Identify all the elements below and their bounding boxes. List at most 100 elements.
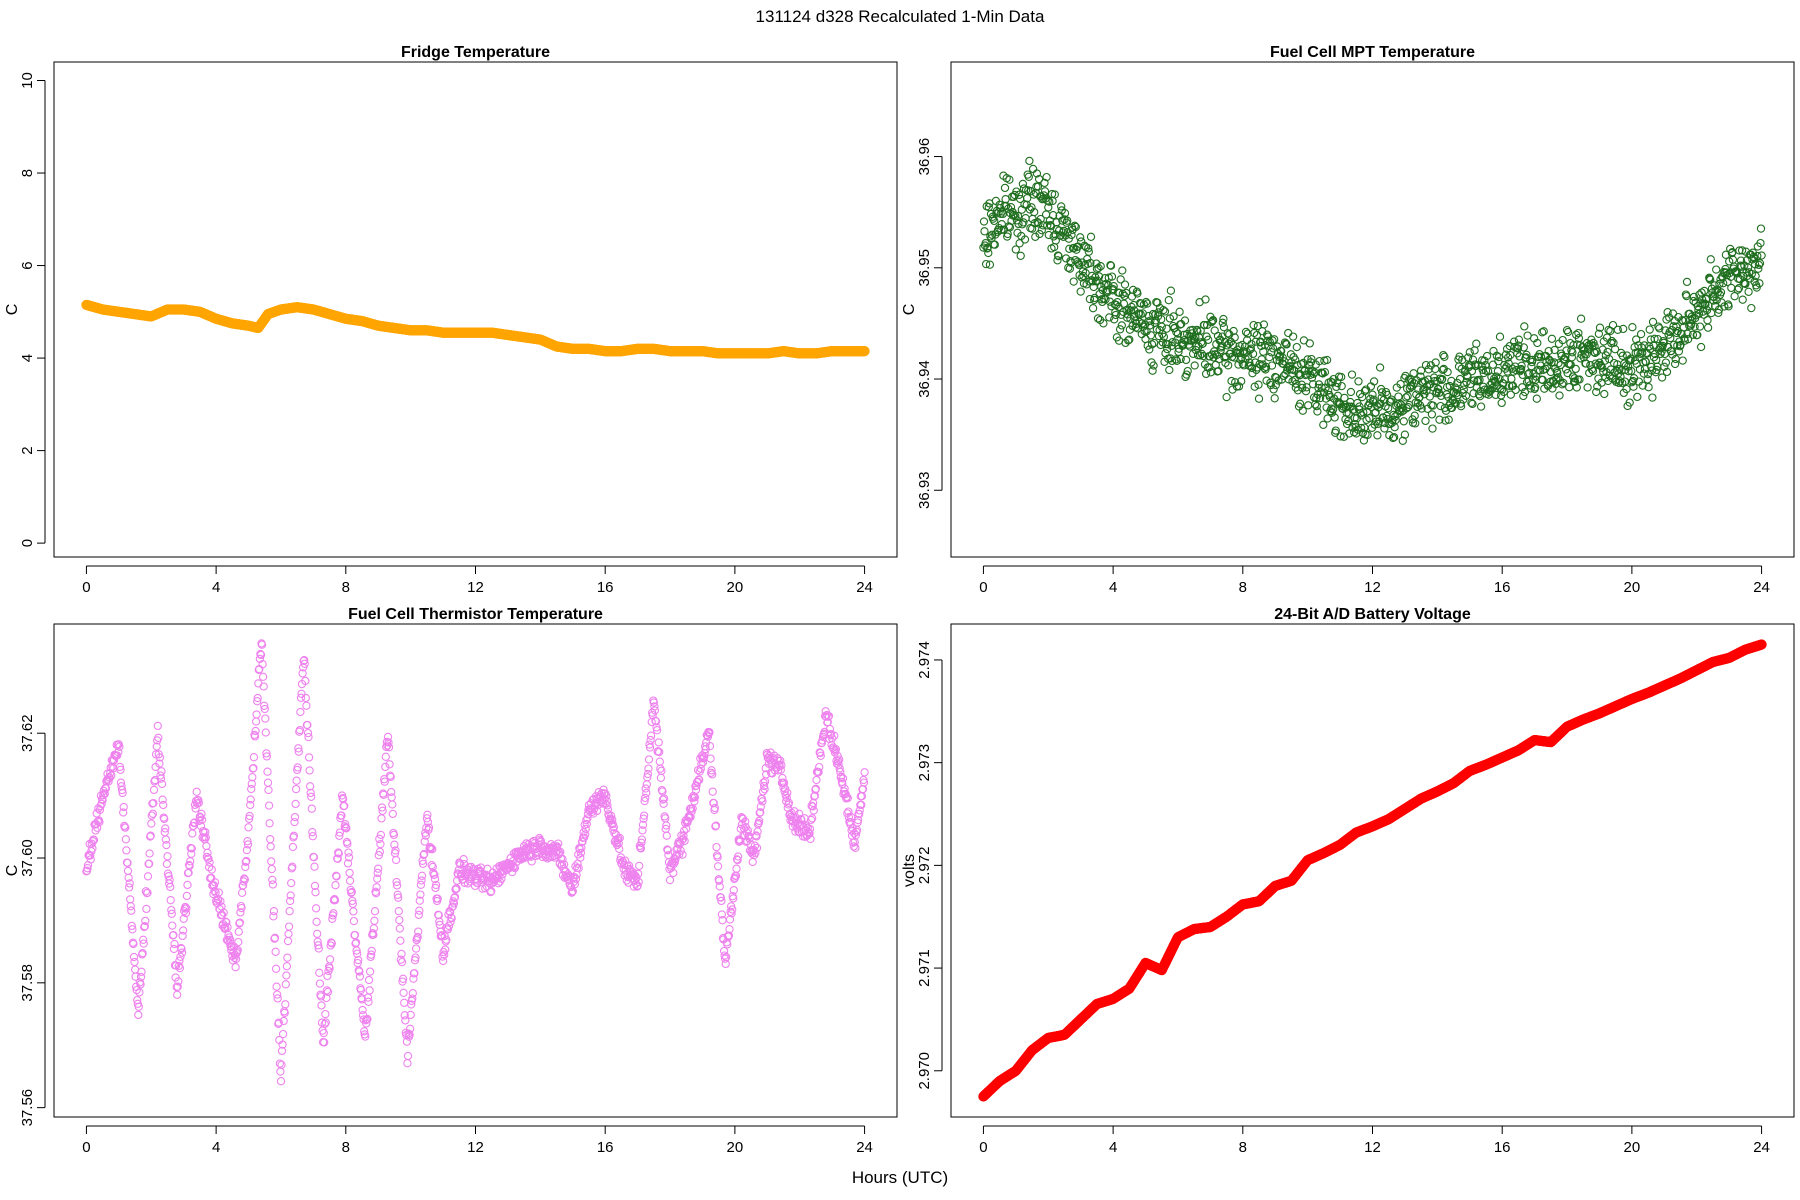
data-point (581, 830, 590, 839)
data-point (1306, 358, 1316, 367)
data-point (388, 809, 397, 819)
data-point (806, 815, 816, 825)
data-point (701, 744, 710, 754)
data-point (1587, 365, 1597, 374)
data-point (1657, 373, 1667, 382)
data-point (394, 907, 403, 916)
data-point (635, 861, 644, 871)
data-point (1741, 279, 1750, 289)
data-point (1427, 410, 1437, 419)
data-point (177, 944, 186, 953)
data-point (1751, 271, 1760, 281)
data-point (1149, 361, 1158, 370)
data-point (1619, 324, 1628, 334)
x-tick-label: 24 (856, 579, 873, 596)
data-point (711, 821, 721, 830)
data-point (1145, 345, 1154, 354)
data-point (155, 759, 164, 768)
data-point (614, 839, 623, 848)
data-point (267, 857, 276, 866)
data-point (362, 1019, 371, 1028)
data-point (1274, 352, 1284, 361)
data-point (1570, 377, 1580, 386)
data-point (1253, 321, 1263, 331)
data-point (1527, 362, 1536, 371)
data-point (855, 809, 864, 819)
data-point (1337, 381, 1346, 391)
data-point (1494, 357, 1503, 366)
data-point (1171, 355, 1180, 364)
data-point (252, 710, 261, 719)
data-point (320, 1019, 329, 1029)
data-point (312, 917, 321, 926)
data-point (1295, 399, 1305, 408)
data-point (1372, 417, 1381, 426)
data-point (574, 864, 583, 873)
data-point (1498, 385, 1507, 394)
data-point (1160, 307, 1170, 316)
data-point (1346, 387, 1356, 397)
data-point (353, 949, 362, 958)
data-point (1409, 369, 1418, 378)
data-point (1147, 340, 1157, 349)
data-point (1628, 323, 1637, 332)
data-point (1706, 255, 1715, 264)
data-point (1413, 398, 1423, 408)
data-point (1513, 344, 1523, 353)
data-point (686, 812, 695, 822)
data-point (395, 924, 404, 933)
data-point (1428, 424, 1437, 433)
data-point (390, 840, 399, 849)
data-point (1088, 277, 1097, 286)
data-point (784, 798, 794, 807)
data-point (361, 1032, 370, 1041)
data-point (1416, 372, 1425, 381)
data-point (1475, 375, 1484, 385)
data-point (527, 857, 536, 866)
data-point (1125, 335, 1134, 344)
data-point (265, 819, 274, 828)
data-point (1366, 394, 1375, 403)
data-point (1638, 381, 1647, 390)
data-point (203, 848, 212, 857)
data-point (242, 845, 252, 855)
data-point (833, 756, 843, 766)
x-tick-label: 4 (1109, 579, 1117, 596)
data-point (194, 798, 203, 807)
data-point (1516, 364, 1526, 374)
data-point (417, 876, 426, 885)
data-point (253, 697, 262, 706)
data-point (115, 742, 124, 751)
data-point (1237, 377, 1246, 386)
data-point (1202, 320, 1212, 330)
x-tick-label: 0 (979, 579, 987, 596)
data-point (397, 957, 407, 967)
data-point (1688, 330, 1698, 339)
data-point (1676, 340, 1685, 350)
data-point (284, 929, 293, 939)
data-point (1654, 322, 1663, 331)
data-point (302, 701, 311, 710)
data-point (146, 831, 155, 840)
data-point (1011, 245, 1020, 254)
data-point (1396, 379, 1405, 389)
data-point (1014, 190, 1024, 199)
data-point (187, 849, 196, 858)
data-point (246, 795, 255, 804)
data-point (1093, 314, 1103, 323)
data-point (261, 714, 270, 723)
data-point (399, 988, 408, 997)
data-point (442, 935, 451, 944)
data-point (351, 938, 361, 947)
data-point (727, 909, 736, 918)
data-point (341, 820, 350, 829)
data-point (1043, 221, 1052, 230)
data-point (416, 890, 425, 899)
data-point (1508, 381, 1518, 390)
data-point (187, 844, 196, 853)
data-point (1648, 317, 1658, 327)
data-point (1411, 419, 1420, 428)
data-point (278, 1040, 287, 1049)
data-point (1270, 335, 1279, 344)
data-point (124, 873, 133, 882)
